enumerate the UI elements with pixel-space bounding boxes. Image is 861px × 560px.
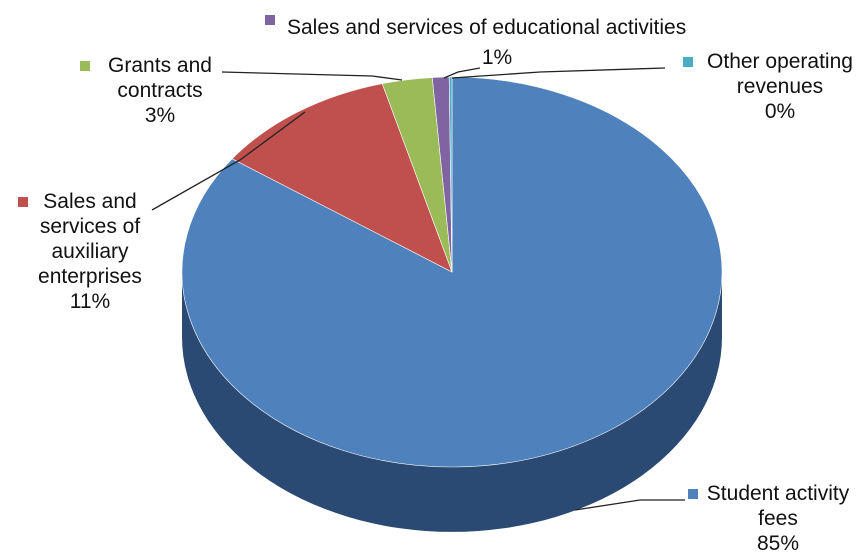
- marker-grants-and-contracts: [80, 61, 90, 71]
- pie-sides: [182, 272, 722, 532]
- label-grants-and-contracts-line-2: contracts: [117, 79, 202, 102]
- label-sales-and-services-of-auxiliary-enterprises-line-2: services of: [40, 215, 141, 238]
- label-sales-and-services-of-educational-activities-line-2: 1%: [482, 46, 512, 69]
- slice-other-operating-revenues: [448, 76, 453, 273]
- label-grants-and-contracts-line-1: Grants and: [108, 54, 212, 77]
- leader-lines: [151, 67, 685, 511]
- label-other-operating-revenues-line-2: revenues: [737, 75, 823, 98]
- leader-grants-and-contracts: [221, 71, 403, 81]
- pie-top: [181, 76, 723, 468]
- label-student-activity-fees-line-2: fees: [758, 507, 798, 530]
- leader-student-activity-fees: [574, 499, 685, 511]
- label-sales-and-services-of-auxiliary-enterprises-line-5: 11%: [70, 290, 110, 313]
- leader-sales-and-services-of-educational-activities: [443, 67, 481, 79]
- leader-other-operating-revenues: [451, 67, 666, 79]
- label-student-activity-fees-line-1: Student activity: [707, 482, 850, 505]
- label-sales-and-services-of-auxiliary-enterprises-line-4: enterprises: [38, 265, 142, 288]
- marker-other-operating-revenues: [683, 57, 693, 67]
- slice-side-student-activity-fees: [182, 272, 722, 532]
- leader-sales-and-services-of-auxiliary-enterprises: [151, 111, 306, 211]
- marker-sales-and-services-of-auxiliary-enterprises: [18, 197, 28, 207]
- label-other-operating-revenues-line-1: Other operating: [707, 50, 853, 73]
- label-grants-and-contracts-line-3: 3%: [145, 104, 175, 127]
- label-other-operating-revenues-line-3: 0%: [765, 100, 795, 123]
- slice-sales-and-services-of-auxiliary-enterprises: [231, 83, 453, 273]
- marker-student-activity-fees: [688, 489, 698, 499]
- label-sales-and-services-of-auxiliary-enterprises-line-1: Sales and: [43, 190, 136, 213]
- label-student-activity-fees-line-3: 85%: [757, 532, 799, 555]
- label-sales-and-services-of-auxiliary-enterprises-line-3: auxiliary: [51, 240, 129, 263]
- marker-sales-and-services-of-educational-activities: [265, 15, 275, 25]
- label-sales-and-services-of-educational-activities-line-1: Sales and services of educational activi…: [287, 16, 686, 39]
